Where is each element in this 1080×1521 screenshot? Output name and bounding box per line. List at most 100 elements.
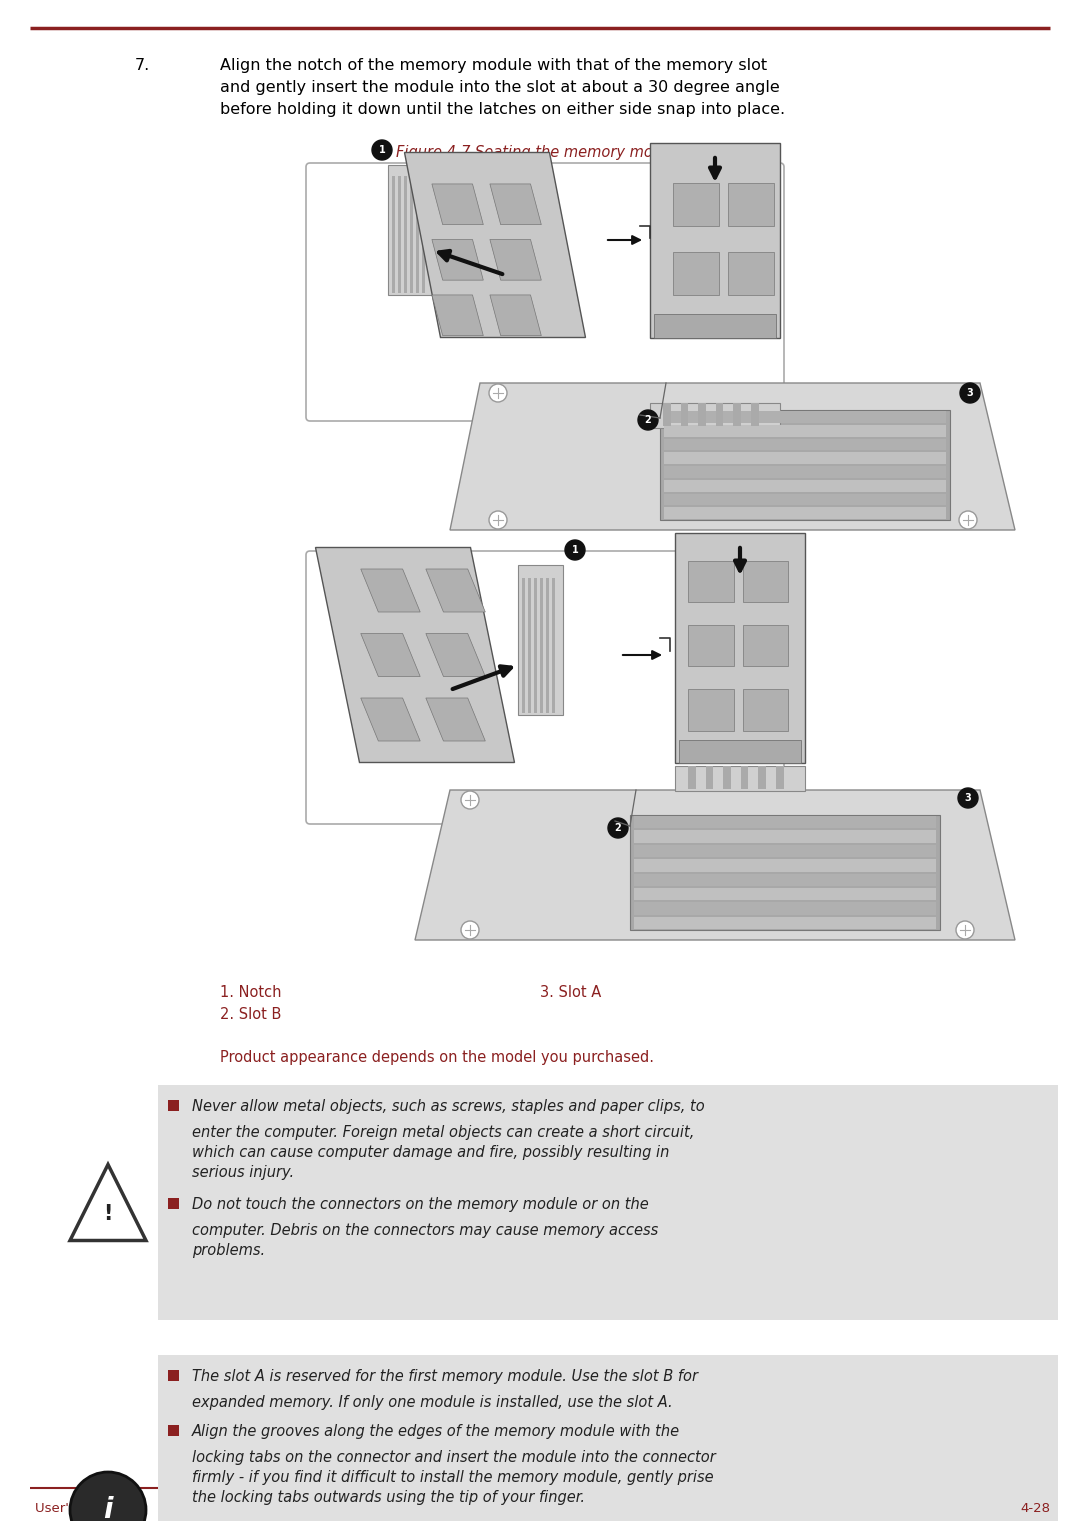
Polygon shape (450, 383, 1015, 529)
Text: firmly - if you find it difficult to install the memory module, gently prise: firmly - if you find it difficult to ins… (192, 1469, 714, 1484)
FancyBboxPatch shape (416, 176, 419, 294)
FancyBboxPatch shape (168, 1369, 179, 1381)
FancyBboxPatch shape (675, 532, 805, 764)
FancyBboxPatch shape (741, 767, 748, 788)
Polygon shape (70, 1165, 146, 1241)
FancyBboxPatch shape (705, 767, 714, 788)
FancyBboxPatch shape (688, 625, 733, 666)
FancyBboxPatch shape (688, 689, 733, 730)
FancyBboxPatch shape (728, 251, 773, 295)
Text: Figure 4-7 Seating the memory module: Figure 4-7 Seating the memory module (395, 144, 685, 160)
FancyBboxPatch shape (664, 493, 946, 505)
Text: !: ! (104, 1205, 112, 1224)
FancyBboxPatch shape (663, 403, 671, 426)
FancyBboxPatch shape (664, 465, 946, 478)
Polygon shape (432, 184, 484, 225)
FancyBboxPatch shape (422, 176, 426, 294)
Circle shape (638, 411, 658, 430)
Polygon shape (426, 569, 485, 611)
FancyBboxPatch shape (751, 403, 758, 426)
Text: Do not touch the connectors on the memory module or on the: Do not touch the connectors on the memor… (192, 1197, 649, 1212)
FancyBboxPatch shape (552, 578, 555, 713)
Text: locking tabs on the connector and insert the module into the connector: locking tabs on the connector and insert… (192, 1450, 716, 1465)
FancyBboxPatch shape (743, 625, 788, 666)
Polygon shape (426, 698, 485, 741)
Text: 2. Slot B: 2. Slot B (220, 1007, 282, 1022)
FancyBboxPatch shape (650, 143, 780, 338)
FancyBboxPatch shape (728, 184, 773, 227)
Polygon shape (405, 152, 585, 338)
Text: expanded memory. If only one module is installed, use the slot A.: expanded memory. If only one module is i… (192, 1395, 673, 1410)
Text: serious injury.: serious injury. (192, 1165, 294, 1180)
FancyBboxPatch shape (733, 403, 741, 426)
FancyBboxPatch shape (522, 578, 525, 713)
FancyBboxPatch shape (664, 452, 946, 464)
Text: before holding it down until the latches on either side snap into place.: before holding it down until the latches… (220, 102, 785, 117)
FancyBboxPatch shape (306, 551, 784, 824)
FancyBboxPatch shape (410, 176, 413, 294)
Circle shape (461, 922, 480, 938)
FancyBboxPatch shape (634, 859, 936, 872)
FancyBboxPatch shape (654, 315, 777, 338)
FancyBboxPatch shape (306, 163, 784, 421)
FancyBboxPatch shape (535, 578, 537, 713)
FancyBboxPatch shape (660, 411, 950, 520)
FancyBboxPatch shape (158, 1355, 1058, 1521)
FancyBboxPatch shape (650, 403, 780, 427)
Text: Never allow metal objects, such as screws, staples and paper clips, to: Never allow metal objects, such as screw… (192, 1100, 705, 1113)
FancyBboxPatch shape (168, 1197, 179, 1209)
FancyBboxPatch shape (634, 873, 936, 885)
Circle shape (489, 511, 507, 529)
Circle shape (461, 791, 480, 809)
Polygon shape (361, 634, 420, 677)
Polygon shape (490, 295, 541, 336)
FancyBboxPatch shape (679, 741, 801, 764)
FancyBboxPatch shape (388, 164, 432, 295)
Text: 1: 1 (379, 144, 386, 155)
Circle shape (608, 818, 627, 838)
Text: Align the grooves along the edges of the memory module with the: Align the grooves along the edges of the… (192, 1424, 680, 1439)
FancyBboxPatch shape (517, 564, 563, 715)
FancyBboxPatch shape (674, 184, 719, 227)
Circle shape (70, 1472, 146, 1521)
Text: 1: 1 (571, 545, 579, 555)
FancyBboxPatch shape (688, 767, 696, 788)
Polygon shape (361, 569, 420, 611)
Polygon shape (490, 239, 541, 280)
FancyBboxPatch shape (688, 561, 733, 602)
FancyBboxPatch shape (634, 844, 936, 858)
FancyBboxPatch shape (674, 251, 719, 295)
FancyBboxPatch shape (634, 888, 936, 900)
FancyBboxPatch shape (634, 830, 936, 843)
Text: 3: 3 (964, 792, 971, 803)
FancyBboxPatch shape (664, 438, 946, 450)
FancyBboxPatch shape (634, 815, 936, 829)
Text: the locking tabs outwards using the tip of your finger.: the locking tabs outwards using the tip … (192, 1491, 585, 1504)
Circle shape (956, 922, 974, 938)
Text: Product appearance depends on the model you purchased.: Product appearance depends on the model … (220, 1049, 654, 1065)
Text: which can cause computer damage and fire, possibly resulting in: which can cause computer damage and fire… (192, 1145, 670, 1161)
Polygon shape (361, 698, 420, 741)
Circle shape (489, 383, 507, 402)
FancyBboxPatch shape (634, 917, 936, 929)
FancyBboxPatch shape (540, 578, 543, 713)
FancyBboxPatch shape (630, 815, 940, 929)
FancyBboxPatch shape (664, 411, 946, 423)
FancyBboxPatch shape (168, 1425, 179, 1436)
Polygon shape (315, 548, 514, 762)
Text: 2: 2 (615, 823, 621, 834)
FancyBboxPatch shape (743, 689, 788, 730)
FancyBboxPatch shape (698, 403, 706, 426)
Polygon shape (432, 239, 484, 280)
FancyBboxPatch shape (680, 403, 688, 426)
Text: 4-28: 4-28 (1020, 1501, 1050, 1515)
Circle shape (565, 540, 585, 560)
FancyBboxPatch shape (528, 578, 530, 713)
Text: 7.: 7. (135, 58, 150, 73)
FancyBboxPatch shape (158, 1084, 1058, 1320)
Text: The slot A is reserved for the first memory module. Use the slot B for: The slot A is reserved for the first mem… (192, 1369, 698, 1384)
Circle shape (959, 511, 977, 529)
FancyBboxPatch shape (716, 403, 724, 426)
Polygon shape (426, 634, 485, 677)
Circle shape (960, 383, 980, 403)
